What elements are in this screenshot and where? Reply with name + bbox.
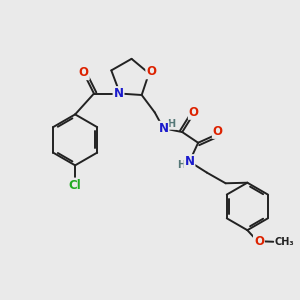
Text: CH₃: CH₃: [275, 237, 295, 247]
Text: Cl: Cl: [69, 178, 82, 191]
Text: N: N: [113, 87, 124, 100]
Text: H: H: [177, 160, 185, 170]
Text: O: O: [146, 65, 156, 78]
Text: O: O: [213, 125, 223, 138]
Text: O: O: [189, 106, 199, 119]
Text: H: H: [167, 119, 175, 129]
Text: N: N: [158, 122, 168, 135]
Text: O: O: [79, 66, 89, 79]
Text: O: O: [254, 235, 264, 248]
Text: N: N: [184, 155, 194, 168]
